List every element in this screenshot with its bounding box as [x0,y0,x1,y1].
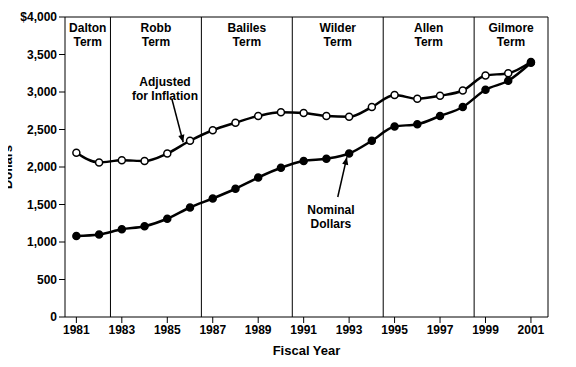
svg-text:0: 0 [50,310,57,324]
svg-text:1993: 1993 [336,323,363,337]
svg-text:500: 500 [37,273,57,287]
svg-text:1987: 1987 [199,323,226,337]
svg-text:2001: 2001 [518,323,545,337]
svg-text:1,500: 1,500 [27,198,57,212]
svg-text:GilmoreTerm: GilmoreTerm [488,21,534,49]
svg-text:3,500: 3,500 [27,48,57,62]
svg-text:2,000: 2,000 [27,160,57,174]
svg-text:RobbTerm: RobbTerm [141,21,172,49]
svg-text:1991: 1991 [290,323,317,337]
svg-text:Dollars: Dollars [8,145,15,189]
svg-text:NominalDollars: NominalDollars [307,203,354,231]
svg-text:1999: 1999 [472,323,499,337]
svg-text:Adjustedfor Inflation: Adjustedfor Inflation [132,75,198,103]
svg-text:BalilesTerm: BalilesTerm [227,21,266,49]
svg-text:AllenTerm: AllenTerm [414,21,443,49]
svg-text:1997: 1997 [427,323,454,337]
svg-text:Fiscal Year: Fiscal Year [273,343,341,358]
svg-text:1995: 1995 [381,323,408,337]
svg-text:1989: 1989 [245,323,272,337]
svg-text:1,000: 1,000 [27,235,57,249]
svg-text:WilderTerm: WilderTerm [319,21,356,49]
svg-text:1983: 1983 [108,323,135,337]
svg-text:1981: 1981 [63,323,90,337]
svg-text:1985: 1985 [154,323,181,337]
svg-text:3,000: 3,000 [27,85,57,99]
svg-text:$4,000: $4,000 [20,10,57,24]
svg-text:2,500: 2,500 [27,123,57,137]
svg-text:DaltonTerm: DaltonTerm [69,21,106,49]
